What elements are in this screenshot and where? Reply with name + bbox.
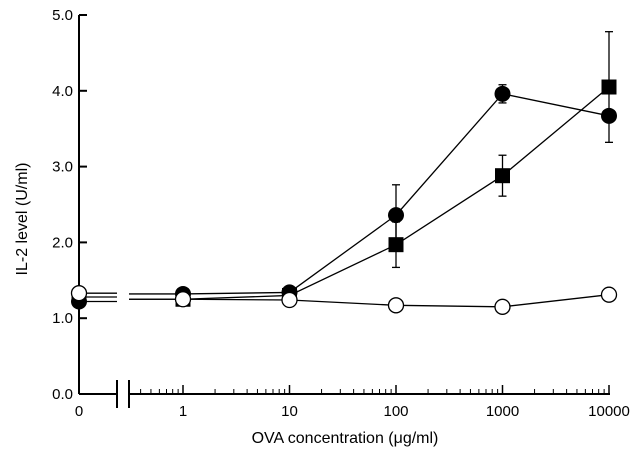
data-point	[387, 297, 405, 314]
data-point	[388, 237, 404, 253]
x-tick-label: 10	[281, 403, 298, 420]
x-tick-label: 1000	[486, 403, 519, 420]
series-line	[129, 294, 610, 308]
y-tick-label: 4.0	[52, 83, 73, 100]
x-tick-label: 10000	[588, 403, 630, 420]
series-filled-square	[71, 31, 617, 307]
data-point	[281, 291, 298, 309]
series-filled-circle	[71, 84, 617, 310]
axes	[78, 15, 610, 408]
data-point	[494, 85, 511, 102]
x-tick-label: 0	[75, 403, 83, 420]
y-axis-title: IL-2 level (U/ml)	[14, 163, 31, 276]
series-layer	[70, 31, 618, 315]
data-point	[600, 286, 618, 303]
data-point	[601, 79, 617, 95]
ticks: 0.0 1.0 2.0 3.0 4.0 5.0 0 1 10 100 1000 10000	[52, 7, 630, 420]
x-tick-label: 100	[383, 403, 408, 420]
y-tick-label: 2.0	[52, 234, 73, 251]
data-point	[174, 291, 192, 308]
y-tick-label: 0.0	[52, 386, 73, 403]
data-point	[495, 168, 510, 184]
y-tick-label: 3.0	[52, 159, 73, 176]
data-point	[494, 298, 511, 315]
y-tick-label: 5.0	[52, 7, 73, 24]
series-open-circle	[70, 285, 618, 315]
x-tick-label: 1	[179, 403, 187, 420]
series-line	[129, 93, 610, 295]
series-line	[129, 86, 610, 300]
y-tick-label: 1.0	[52, 310, 73, 327]
data-point	[388, 207, 404, 224]
x-axis-title: OVA concentration (μg/ml)	[252, 430, 439, 447]
data-point	[70, 285, 88, 302]
